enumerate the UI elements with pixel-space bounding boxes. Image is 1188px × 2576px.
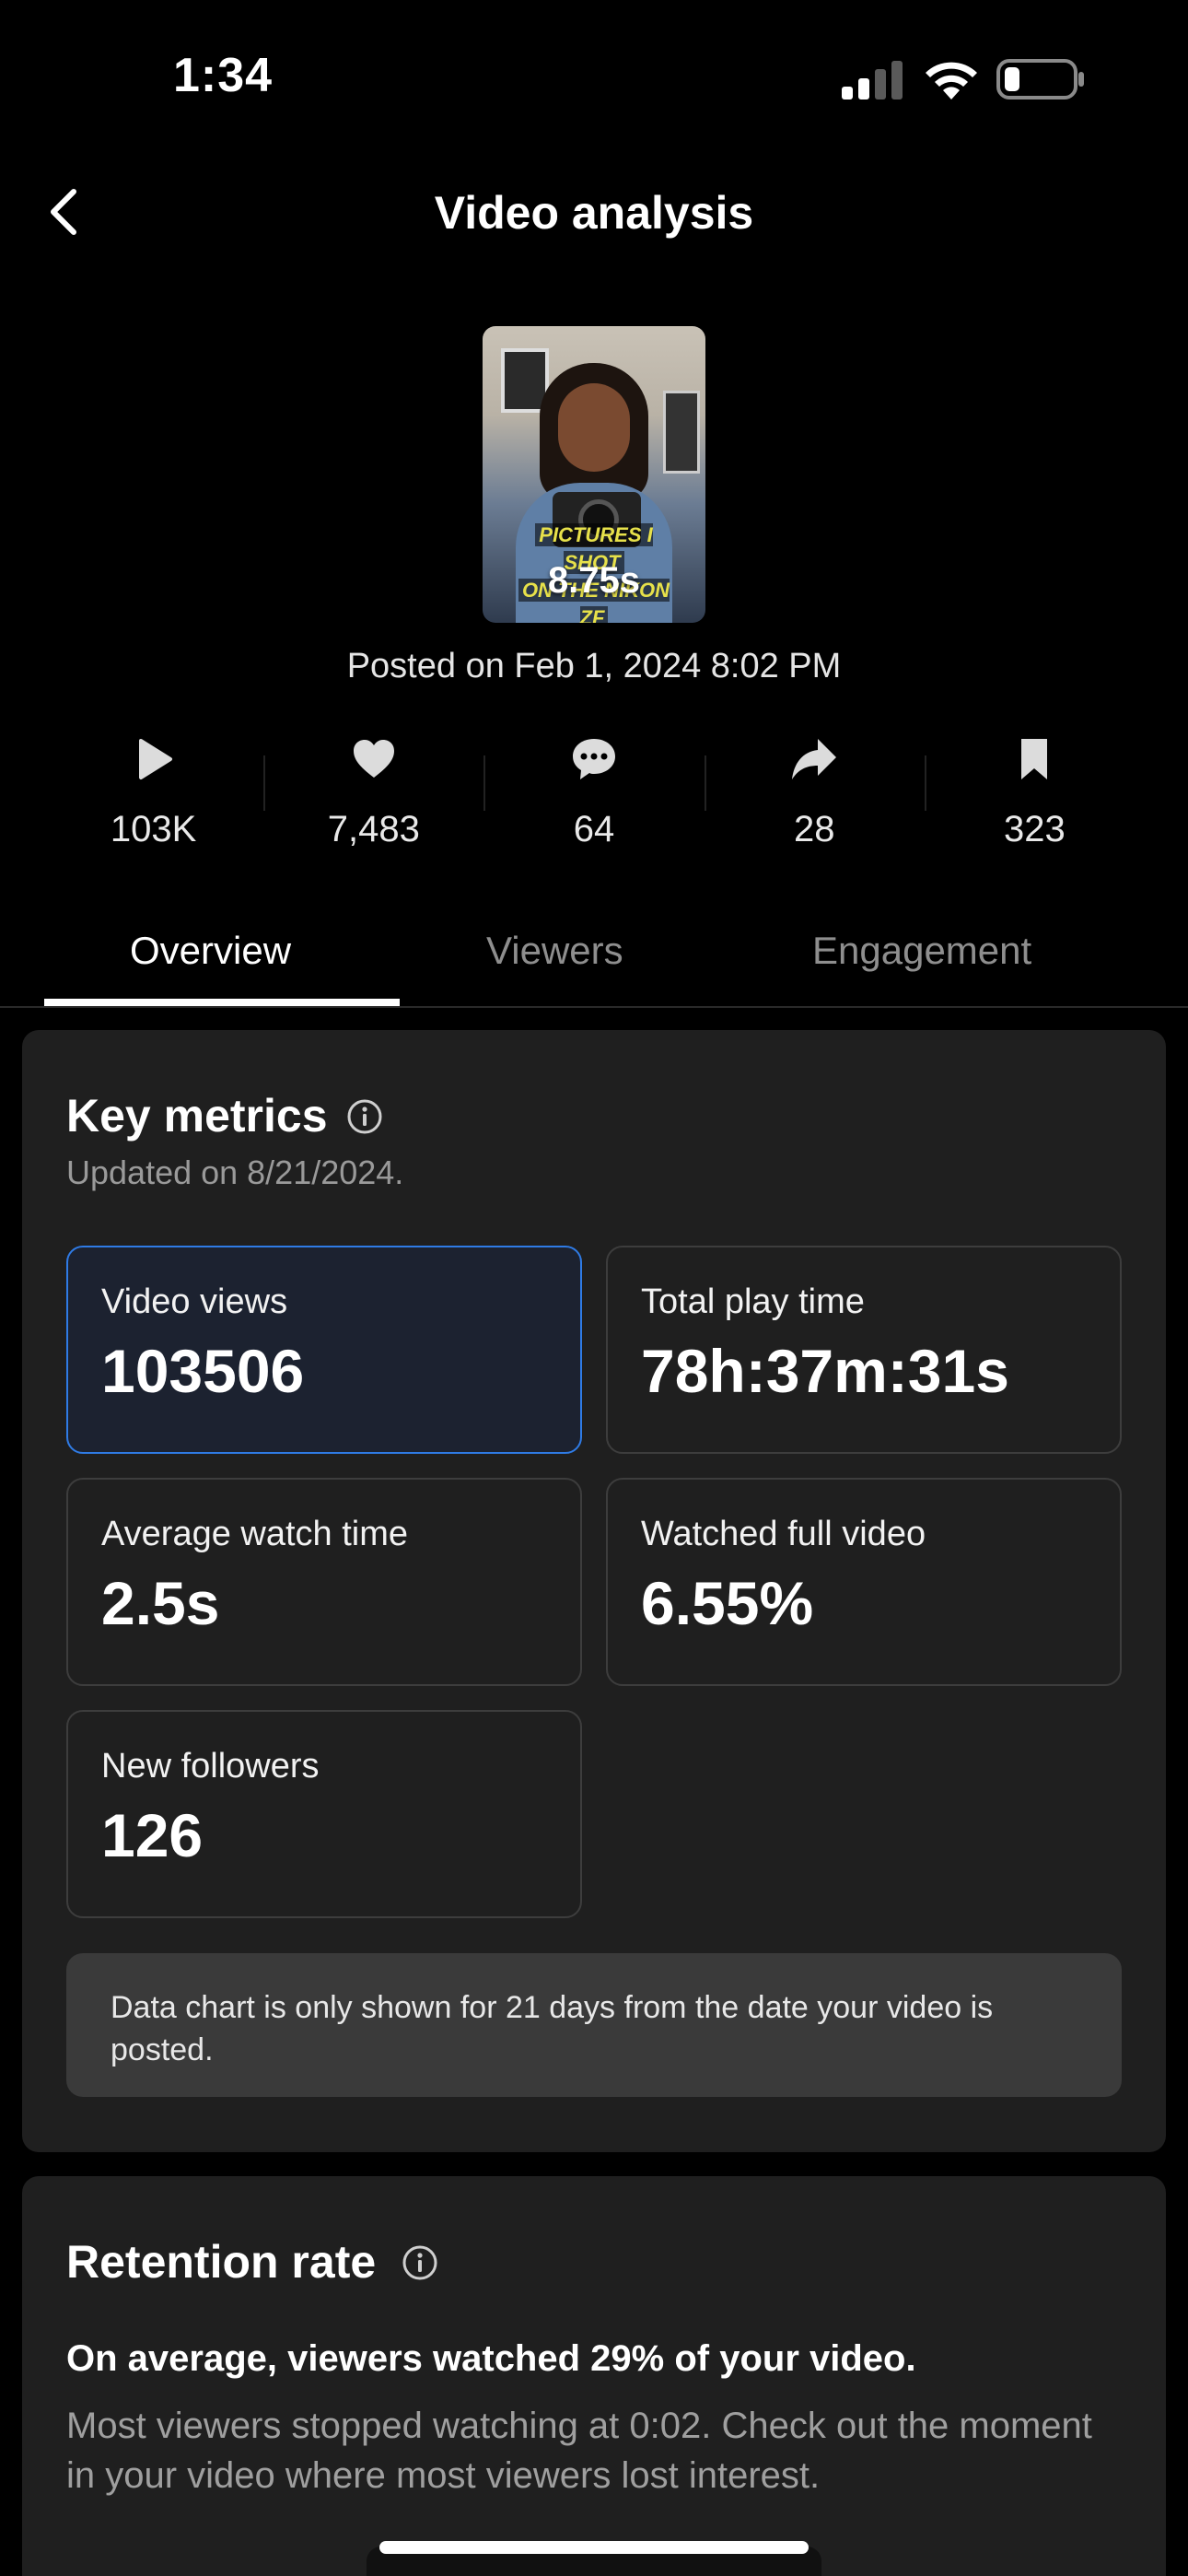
- status-bar: 1:34: [0, 0, 1188, 157]
- updated-date: Updated on 8/21/2024.: [66, 1153, 404, 1191]
- stat-likes[interactable]: 7,483: [263, 728, 483, 866]
- status-time: 1:34: [173, 49, 274, 102]
- thumbnail-art: [663, 391, 700, 474]
- tab-overview[interactable]: Overview: [130, 929, 292, 972]
- retention-card: Retention rate On average, viewers watch…: [22, 2176, 1166, 2576]
- thumbnail-caption: PICTURES I SHOT ON THE NIKON ZF: [503, 521, 685, 623]
- metric-value: 78h:37m:31s: [641, 1337, 1009, 1405]
- stat-shares[interactable]: 28: [704, 728, 925, 866]
- data-chart-note: Data chart is only shown for 21 days fro…: [66, 1953, 1122, 2097]
- stat-saves[interactable]: 323: [924, 728, 1145, 866]
- metric-value: 6.55%: [641, 1569, 814, 1637]
- metric-total-play-time[interactable]: Total play time 78h:37m:31s: [606, 1246, 1122, 1454]
- metric-watched-full-video[interactable]: Watched full video 6.55%: [606, 1478, 1122, 1686]
- battery-icon: [996, 59, 1084, 100]
- home-indicator[interactable]: [379, 2541, 809, 2554]
- stat-value: 7,483: [327, 809, 420, 849]
- comment-icon: [573, 739, 615, 779]
- stat-comments[interactable]: 64: [483, 728, 704, 866]
- heart-icon: [353, 740, 394, 778]
- metric-label: Video views: [101, 1282, 288, 1321]
- chevron-left-icon: [51, 189, 76, 235]
- metric-average-watch-time[interactable]: Average watch time 2.5s: [66, 1478, 582, 1686]
- posted-date: Posted on Feb 1, 2024 8:02 PM: [346, 647, 842, 685]
- thumbnail-caption-line: ON THE NIKON ZF: [518, 579, 670, 623]
- tab-active-indicator: [44, 999, 400, 1006]
- stat-value: 323: [1004, 809, 1066, 849]
- stat-value: 64: [573, 809, 615, 849]
- page-title: Video analysis: [434, 187, 754, 239]
- metric-value: 126: [101, 1801, 204, 1869]
- stat-value: 28: [793, 809, 835, 849]
- stat-views[interactable]: 103K: [43, 728, 263, 866]
- tab-viewers[interactable]: Viewers: [486, 929, 623, 972]
- metric-value: 2.5s: [101, 1569, 220, 1637]
- tab-engagement[interactable]: Engagement: [812, 929, 1032, 972]
- share-icon: [792, 739, 837, 779]
- stats-row: 103K 7,483 64 28 323: [43, 728, 1145, 866]
- play-icon: [138, 739, 172, 779]
- metric-label: Total play time: [641, 1282, 865, 1321]
- info-icon[interactable]: [402, 2244, 438, 2281]
- key-metrics-title: Key metrics: [66, 1090, 328, 1142]
- info-icon[interactable]: [346, 1098, 383, 1135]
- video-duration: 8.75s: [547, 560, 641, 601]
- tab-bar: Overview Viewers Engagement: [0, 903, 1188, 1008]
- signal-icon: [842, 61, 903, 100]
- wifi-icon: [926, 62, 977, 100]
- metric-label: Watched full video: [641, 1515, 926, 1553]
- back-button[interactable]: [37, 182, 96, 241]
- retention-description: Most viewers stopped watching at 0:02. C…: [66, 2406, 1092, 2496]
- key-metrics-card: Key metrics Updated on 8/21/2024. Video …: [22, 1030, 1166, 2152]
- thumbnail-art: [558, 383, 630, 472]
- metric-value: 103506: [101, 1337, 305, 1405]
- metric-video-views[interactable]: Video views 103506: [66, 1246, 582, 1454]
- stat-value: 103K: [110, 809, 197, 849]
- metric-label: New followers: [101, 1747, 320, 1786]
- metric-label: Average watch time: [101, 1515, 409, 1553]
- header: Video analysis: [0, 166, 1188, 258]
- metric-new-followers[interactable]: New followers 126: [66, 1710, 582, 1918]
- retention-title: Retention rate: [66, 2236, 377, 2288]
- retention-headline: On average, viewers watched 29% of your …: [66, 2338, 916, 2379]
- bookmark-icon: [1021, 739, 1048, 779]
- video-thumbnail[interactable]: PICTURES I SHOT ON THE NIKON ZF 8.75s: [483, 326, 705, 623]
